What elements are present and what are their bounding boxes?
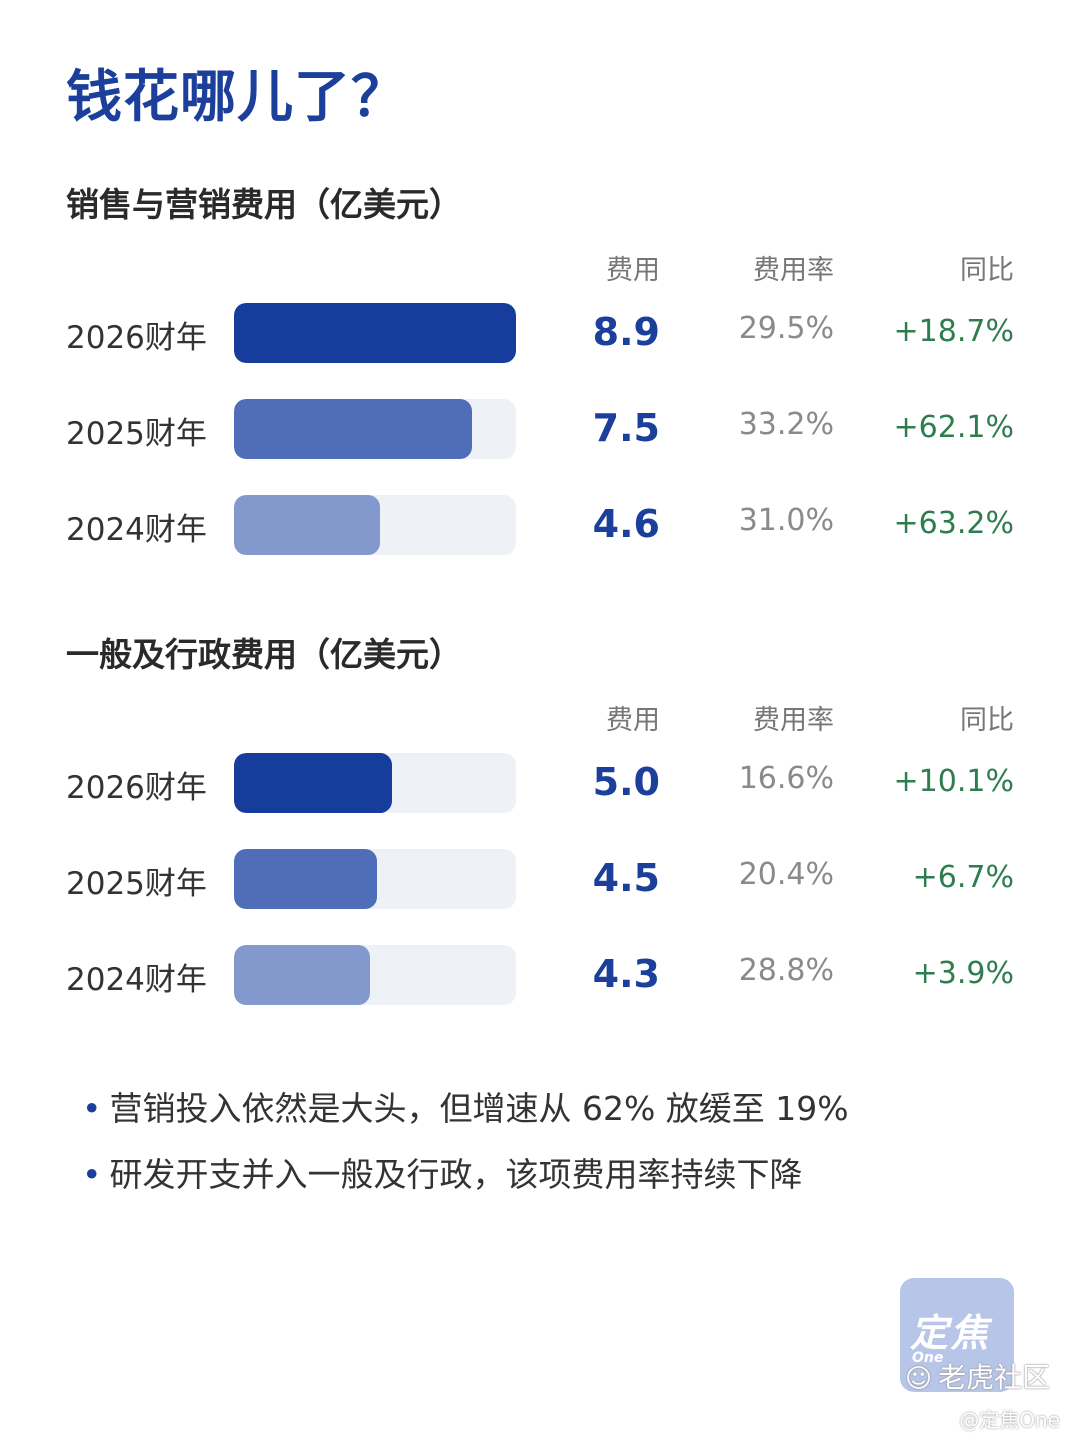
bullet-dot: •: [82, 1155, 102, 1194]
yoy-change: +10.1%: [893, 764, 1014, 799]
tiger-icon: ☺: [905, 1364, 933, 1394]
column-header-expense: 费用: [606, 255, 660, 286]
page-title: 钱花哪儿了？: [66, 65, 408, 130]
note-text: 营销投入依然是大头，但增速从 62% 放缓至 19%: [109, 1089, 849, 1128]
row-label: 2024财年: [66, 962, 207, 998]
bar-fill: [234, 945, 371, 1005]
expense-value: 8.9: [592, 310, 660, 354]
logo-main-text: 定焦: [910, 1311, 991, 1355]
yoy-change: +18.7%: [893, 314, 1014, 349]
row-label: 2025财年: [66, 866, 207, 902]
community-watermark: ☺ 老虎社区: [905, 1356, 1050, 1396]
row-label: 2026财年: [66, 320, 207, 356]
note-text: 研发开支并入一般及行政，该项费用率持续下降: [109, 1155, 803, 1194]
logo-sub-text: One: [912, 1350, 944, 1366]
author-credit: @定焦One: [959, 1408, 1060, 1432]
brand-logo: 定焦 One: [900, 1278, 1014, 1392]
yoy-change: +6.7%: [912, 860, 1014, 895]
expense-rate: 29.5%: [738, 311, 834, 346]
bar-track: [234, 753, 516, 813]
expense-value: 5.0: [592, 760, 660, 804]
column-header-yoy: 同比: [960, 255, 1014, 286]
watermark-text: 老虎社区: [938, 1361, 1051, 1394]
bar-fill: [234, 849, 377, 909]
expense-rate: 31.0%: [738, 503, 834, 538]
row-label: 2026财年: [66, 770, 207, 806]
column-header-rate: 费用率: [753, 705, 834, 736]
note-item: • 研发开支并入一般及行政，该项费用率持续下降: [82, 1148, 802, 1196]
expense-value: 7.5: [592, 406, 660, 450]
row-label: 2025财年: [66, 416, 207, 452]
expense-rate: 28.8%: [738, 953, 834, 988]
yoy-change: +63.2%: [893, 506, 1014, 541]
bar-track: [234, 945, 516, 1005]
yoy-change: +3.9%: [912, 956, 1014, 991]
expense-value: 4.3: [592, 952, 660, 996]
yoy-change: +62.1%: [893, 410, 1014, 445]
column-header-rate: 费用率: [753, 255, 834, 286]
bar-fill: [234, 399, 472, 459]
expense-rate: 20.4%: [738, 857, 834, 892]
bar-fill: [234, 753, 393, 813]
bar-fill: [234, 495, 380, 555]
expense-value: 4.5: [592, 856, 660, 900]
bar-track: [234, 849, 516, 909]
row-label: 2024财年: [66, 512, 207, 548]
expense-value: 4.6: [592, 502, 660, 546]
section-title-sales-marketing: 销售与营销费用（亿美元）: [66, 185, 462, 224]
bar-track: [234, 399, 516, 459]
section-title-general-admin: 一般及行政费用（亿美元）: [66, 635, 462, 674]
expense-rate: 16.6%: [738, 761, 834, 796]
expense-rate: 33.2%: [738, 407, 834, 442]
column-header-yoy: 同比: [960, 705, 1014, 736]
bullet-dot: •: [82, 1089, 102, 1128]
bar-track: [234, 303, 516, 363]
bar-fill: [234, 303, 516, 363]
note-item: • 营销投入依然是大头，但增速从 62% 放缓至 19%: [82, 1082, 849, 1130]
column-header-expense: 费用: [606, 705, 660, 736]
bar-track: [234, 495, 516, 555]
